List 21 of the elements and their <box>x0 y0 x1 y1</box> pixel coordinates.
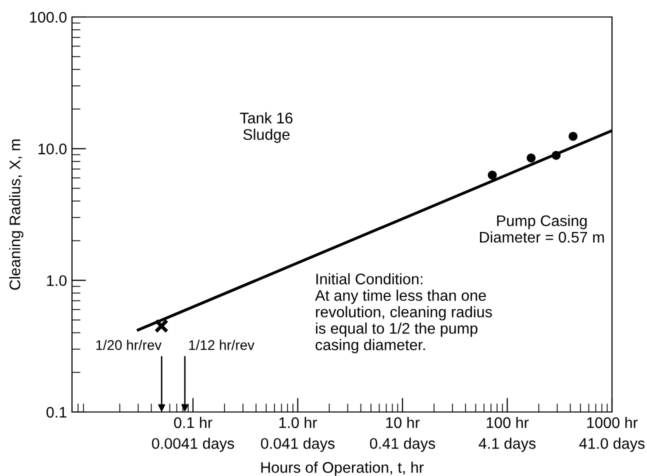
y-tick-label: 1.0 <box>47 275 67 286</box>
annotation: 1/20 hr/rev <box>96 340 162 350</box>
text: 0.041 days <box>260 438 335 452</box>
text: 0.0041 days <box>152 438 234 452</box>
annotation: Pump Casing Diameter = 0.57 m <box>480 214 604 243</box>
text: 4.1 days <box>478 438 536 452</box>
annotation: Tank 16 Sludge <box>240 112 292 143</box>
text: 41.0 days <box>579 438 645 452</box>
y-axis-title: Cleaning Radius, X, m <box>9 140 24 290</box>
x-tick-label: 1000 hr <box>587 416 638 428</box>
text: 0.41 days <box>370 438 436 452</box>
y-tick-label: 0.1 <box>46 406 66 418</box>
x-tick-label: 0.1 hr <box>174 416 212 428</box>
y-tick-label: 10.0 <box>38 144 67 154</box>
y-tick-label: 100.0 <box>30 12 67 23</box>
x-tick-label: 1.0 hr <box>279 416 318 428</box>
x-axis-title: Hours of Operation, t, hr <box>261 462 424 476</box>
annotation: 1/12 hr/rev <box>189 340 254 350</box>
annotation: Initial Condition: At any time less than one revolution, cleaning radius is equal to 1/2 the pump casing diameter. <box>315 273 492 354</box>
x-tick-label: 100 hr <box>486 416 529 428</box>
x-tick-label: 10 hr <box>386 416 420 428</box>
